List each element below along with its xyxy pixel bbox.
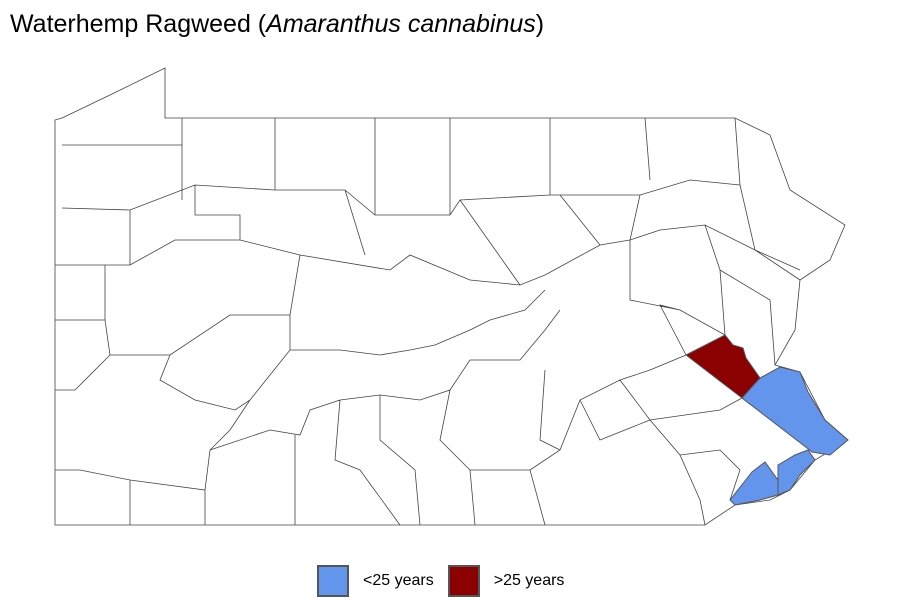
county-lines (55, 117, 801, 526)
map-title: Waterhemp Ragweed (Amaranthus cannabinus… (10, 10, 544, 39)
legend-swatch-over-25 (447, 565, 480, 597)
title-common-name: Waterhemp Ragweed ( (10, 10, 267, 38)
county-lehigh (685, 334, 761, 399)
legend-swatch-under-25 (317, 565, 349, 597)
legend-label-over-25: >25 years (493, 572, 565, 589)
legend: <25 years >25 years (317, 565, 578, 597)
county-delaware (729, 461, 779, 506)
county-bucks (741, 366, 849, 456)
legend-label-under-25: <25 years (363, 572, 434, 589)
state-outline (54, 67, 849, 526)
title-scientific-name: Amaranthus cannabinus (266, 10, 536, 38)
title-close: ) (535, 10, 545, 38)
county-philadelphia (777, 449, 816, 496)
